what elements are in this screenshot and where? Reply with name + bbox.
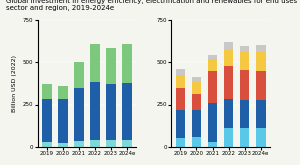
Bar (74, 141, 84, 147)
Bar (74, 62, 84, 88)
Bar (208, 142, 217, 147)
Bar (106, 140, 116, 147)
Bar (192, 77, 201, 82)
Bar (208, 59, 217, 71)
Bar (208, 71, 217, 103)
Bar (176, 138, 185, 147)
Bar (192, 137, 201, 147)
Bar (122, 44, 132, 83)
Bar (42, 99, 52, 142)
Bar (74, 88, 84, 141)
Bar (208, 55, 217, 59)
Bar (122, 140, 132, 147)
Bar (106, 84, 116, 140)
Bar (90, 82, 100, 140)
Bar (224, 128, 233, 147)
Bar (240, 100, 249, 128)
Bar (256, 71, 266, 100)
Bar (176, 88, 185, 110)
Bar (256, 45, 266, 52)
Bar (176, 75, 185, 88)
Bar (240, 128, 249, 147)
Bar (224, 49, 233, 66)
Bar (224, 42, 233, 49)
Text: Global investment in energy efficiency, electrification and renewables for end u: Global investment in energy efficiency, … (6, 0, 300, 11)
Bar (256, 128, 266, 147)
Bar (122, 83, 132, 140)
Y-axis label: Billion USD (2022): Billion USD (2022) (12, 55, 17, 112)
Bar (256, 100, 266, 128)
Bar (240, 70, 249, 100)
Bar (42, 84, 52, 99)
Bar (58, 143, 68, 147)
Bar (176, 110, 185, 138)
Bar (224, 99, 233, 128)
Bar (256, 52, 266, 71)
Bar (58, 86, 68, 99)
Bar (224, 66, 233, 99)
Bar (90, 44, 100, 82)
Bar (192, 94, 201, 110)
Bar (208, 103, 217, 142)
Bar (106, 48, 116, 84)
Bar (90, 140, 100, 147)
Bar (192, 110, 201, 137)
Bar (240, 52, 249, 70)
Bar (176, 69, 185, 75)
Bar (192, 82, 201, 94)
Bar (42, 142, 52, 147)
Bar (240, 46, 249, 52)
Bar (58, 99, 68, 143)
